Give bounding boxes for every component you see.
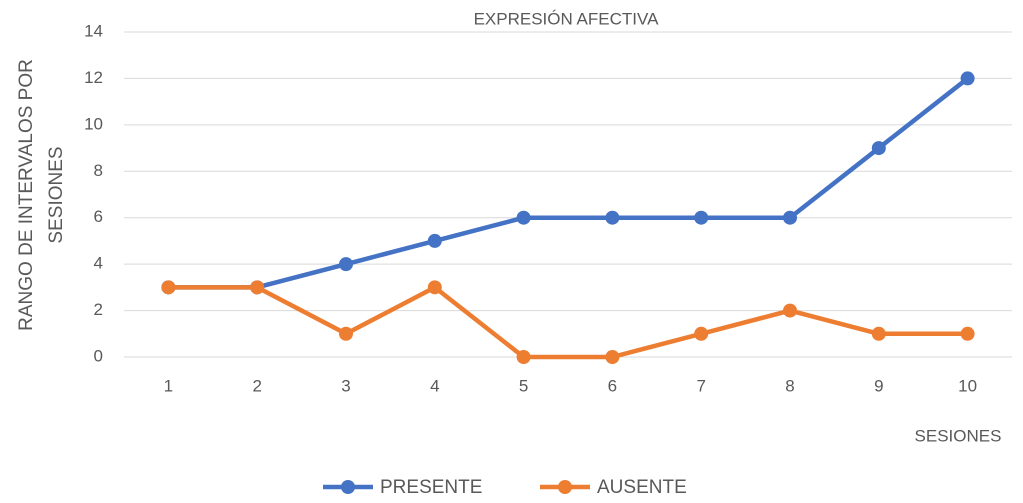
data-point: [427, 233, 442, 248]
data-point: [605, 350, 620, 364]
data-point: [783, 303, 797, 318]
y-tick-label: 0: [94, 346, 103, 365]
data-point: [161, 280, 176, 295]
data-point: [871, 141, 886, 156]
y-tick-label: 12: [84, 68, 103, 87]
x-tick-label: 3: [341, 376, 350, 395]
x-axis-label: SESIONES: [915, 426, 1002, 445]
legend-label: PRESENTE: [380, 477, 482, 498]
data-point: [516, 210, 531, 225]
x-tick-label: 1: [164, 376, 173, 395]
y-tick-label: 14: [84, 21, 103, 40]
data-point: [339, 326, 353, 341]
y-tick-label: 10: [84, 114, 103, 133]
series-line: [168, 285, 968, 360]
data-point: [960, 71, 975, 86]
x-tick-label: 7: [696, 376, 705, 395]
y-tick-label: 2: [94, 300, 103, 319]
data-point: [339, 257, 353, 272]
data-point: [694, 326, 709, 341]
x-tick-label: 9: [874, 376, 883, 395]
data-point: [871, 326, 886, 341]
x-tick-label: 6: [608, 376, 617, 395]
data-point: [783, 210, 797, 225]
legend-marker: [341, 480, 355, 494]
y-tick-label: 8: [94, 161, 103, 180]
y-axis-label: RANGO DE INTERVALOS POR SESIONES: [16, 59, 67, 331]
x-tick-label: 2: [252, 376, 261, 395]
x-tick-label: 8: [785, 376, 794, 395]
data-point: [694, 210, 709, 225]
x-tick-label: 10: [958, 376, 977, 395]
y-tick-label: 6: [94, 207, 103, 226]
x-tick-label: 4: [430, 376, 439, 395]
data-point: [605, 210, 620, 225]
chart-title: EXPRESIÓN AFECTIVA: [474, 9, 660, 28]
data-point: [250, 280, 265, 295]
legend-marker: [558, 480, 572, 494]
y-tick-label: 4: [94, 254, 103, 273]
x-tick-label: 5: [519, 376, 528, 395]
series-line: [168, 76, 969, 290]
data-point: [427, 280, 442, 295]
data-point: [960, 326, 975, 341]
data-point: [516, 350, 531, 364]
legend-label: AUSENTE: [597, 477, 687, 498]
